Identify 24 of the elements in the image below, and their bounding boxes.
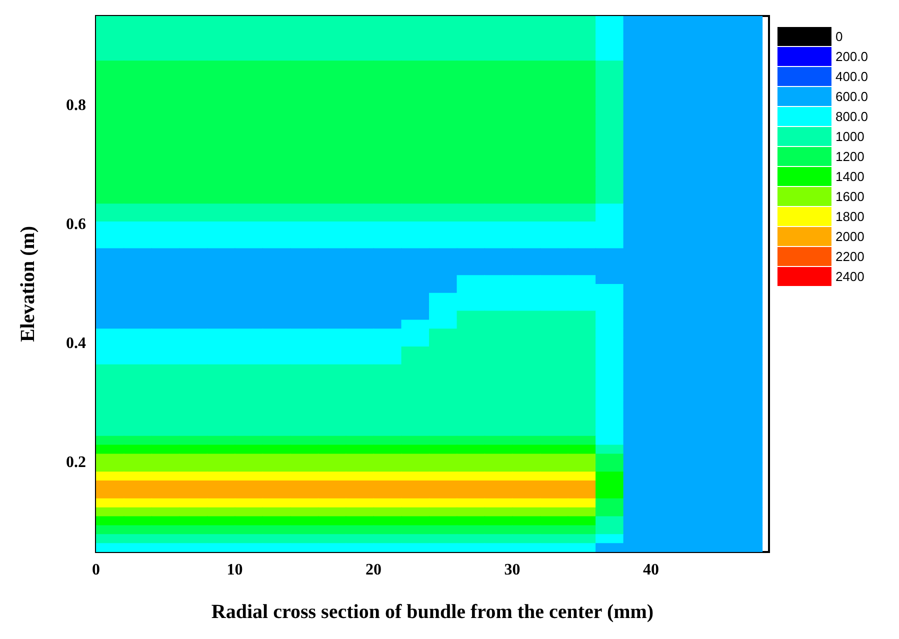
color-bar-label: 400.0 [835, 69, 868, 84]
x-tick-label: 40 [643, 562, 660, 578]
color-bar-label: 1800 [835, 209, 864, 224]
color-bar-label: 2200 [835, 249, 864, 264]
x-tick-label: 0 [92, 562, 100, 578]
y-tick-label: 0.4 [66, 335, 86, 352]
x-tick-label: 10 [226, 562, 243, 578]
x-tick-label: 20 [366, 562, 382, 578]
color-bar-label: 200.0 [835, 49, 868, 64]
color-bar-label: 0 [835, 29, 843, 44]
color-bar-label: 800.0 [835, 109, 868, 124]
y-tick-label: 0.2 [66, 454, 86, 472]
y-tick-label: 0.6 [66, 216, 86, 233]
x-axis-title: Radial cross section of bundle from the center (mm) [211, 601, 654, 623]
color-bar-label: 2000 [835, 229, 864, 244]
y-axis-title: Elevation (m) [17, 226, 39, 342]
color-bar-label: 1600 [835, 189, 864, 204]
color-bar-label: 2400 [835, 269, 864, 284]
y-tick-label: 0.8 [66, 96, 86, 114]
color-bar-label: 1000 [835, 129, 864, 144]
color-bar-label: 1200 [835, 149, 864, 164]
x-tick-label: 30 [504, 562, 520, 578]
color-bar-label: 600.0 [835, 89, 868, 104]
color-bar-label: 1400 [835, 169, 864, 184]
